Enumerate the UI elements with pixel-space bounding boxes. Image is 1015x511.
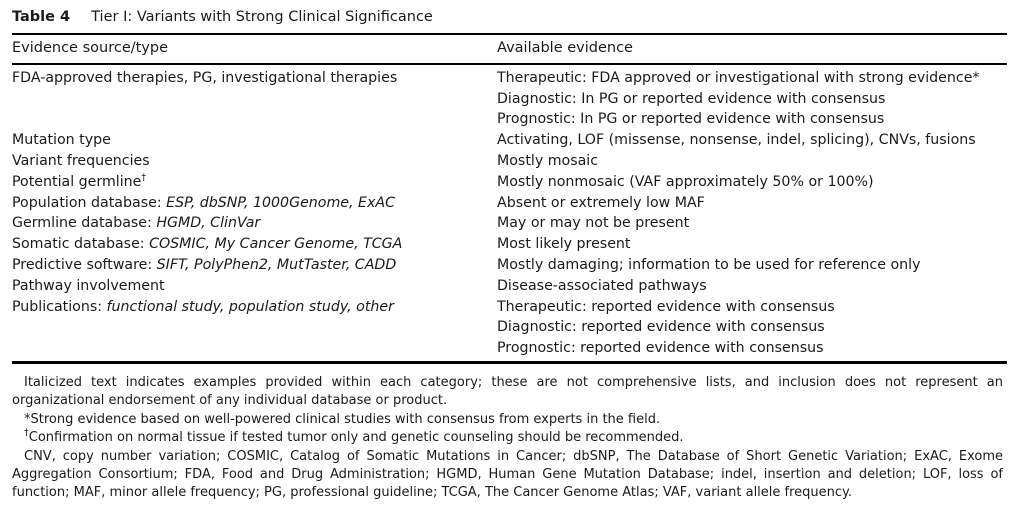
evidence-line: Prognostic: reported evidence with conse… bbox=[497, 340, 824, 357]
rule-under-header bbox=[12, 62, 1007, 65]
source-cell: Population database: ESP, dbSNP, 1000Gen… bbox=[12, 194, 396, 211]
evidence-line: May or may not be present bbox=[497, 215, 690, 232]
evidence-cell: Mostly damaging; information to be used … bbox=[497, 255, 1007, 276]
evidence-cell: Most likely present bbox=[497, 234, 1007, 255]
source-cell: Potential germline† bbox=[12, 172, 147, 190]
evidence-line: Disease-associated pathways bbox=[497, 277, 707, 294]
table-body: FDA-approved therapies, PG, investigatio… bbox=[12, 65, 1007, 361]
evidence-line: Prognostic: In PG or reported evidence w… bbox=[497, 111, 885, 128]
footnote: *Strong evidence based on well-powered c… bbox=[24, 411, 661, 427]
table-row: Predictive software: SIFT, PolyPhen2, Mu… bbox=[12, 255, 1007, 276]
table-row: Potential germline† Mostly nonmosaic (VAF… bbox=[12, 172, 1007, 193]
rule-bottom bbox=[12, 360, 1007, 364]
evidence-cell: Mostly nonmosaic (VAF approximately 50% … bbox=[497, 172, 1007, 193]
evidence-cell: Therapeutic: FDA approved or investigati… bbox=[497, 68, 1007, 130]
evidence-line: Activating, LOF (missense, nonsense, ind… bbox=[497, 132, 976, 149]
evidence-cell: Mostly mosaic bbox=[497, 151, 1007, 172]
rule-under-caption bbox=[12, 33, 1007, 35]
source-cell: Publications: functional study, populati… bbox=[12, 298, 394, 315]
column-header-evidence-source: Evidence source/type bbox=[12, 39, 169, 56]
source-cell: Germline database: HGMD, ClinVar bbox=[12, 215, 261, 232]
table-row: FDA-approved therapies, PG, investigatio… bbox=[12, 68, 1007, 130]
footnotes-block: Italicized text indicates examples provi… bbox=[12, 374, 1007, 503]
source-cell: Pathway involvement bbox=[12, 277, 165, 294]
table-row: Variant frequencies Mostly mosaic bbox=[12, 151, 1007, 172]
evidence-line: Mostly damaging; information to be used … bbox=[497, 256, 921, 273]
evidence-line: Mostly nonmosaic (VAF approximately 50% … bbox=[497, 173, 874, 190]
table-row: Mutation type Activating, LOF (missense, … bbox=[12, 130, 1007, 151]
source-cell: Mutation type bbox=[12, 132, 111, 149]
footnote: CNV, copy number variation; COSMIC, Cata… bbox=[12, 448, 1003, 501]
evidence-line: Therapeutic: FDA approved or investigati… bbox=[497, 69, 980, 86]
evidence-line: Diagnostic: In PG or reported evidence w… bbox=[497, 90, 886, 107]
footnote: Italicized text indicates examples provi… bbox=[12, 374, 1003, 409]
source-cell: Predictive software: SIFT, PolyPhen2, Mu… bbox=[12, 256, 397, 273]
table-row: Somatic database: COSMIC, My Cancer Geno… bbox=[12, 234, 1007, 255]
evidence-cell: Activating, LOF (missense, nonsense, ind… bbox=[497, 130, 1007, 151]
table-row: Pathway involvement Disease-associated pa… bbox=[12, 276, 1007, 297]
table-row: Germline database: HGMD, ClinVar May or m… bbox=[12, 213, 1007, 234]
evidence-line: Absent or extremely low MAF bbox=[497, 194, 705, 211]
evidence-line: Diagnostic: reported evidence with conse… bbox=[497, 319, 825, 336]
footnote: †Confirmation on normal tissue if tested… bbox=[24, 427, 684, 446]
table-row: Publications: functional study, populati… bbox=[12, 297, 1007, 359]
source-cell: FDA-approved therapies, PG, investigatio… bbox=[12, 69, 398, 86]
table-label: Table 4 bbox=[12, 9, 71, 25]
evidence-line: Therapeutic: reported evidence with cons… bbox=[497, 298, 835, 315]
table-row: Population database: ESP, dbSNP, 1000Gen… bbox=[12, 193, 1007, 214]
evidence-line: Most likely present bbox=[497, 236, 631, 253]
table-caption: Table 4 Tier I: Variants with Strong Clin… bbox=[12, 7, 1007, 33]
table-header-row: Evidence source/type Available evidence bbox=[12, 35, 1007, 63]
evidence-cell: Therapeutic: reported evidence with cons… bbox=[497, 297, 1007, 359]
evidence-line: Mostly mosaic bbox=[497, 152, 599, 169]
column-header-available-evidence: Available evidence bbox=[497, 39, 633, 56]
evidence-cell: May or may not be present bbox=[497, 213, 1007, 234]
source-cell: Somatic database: COSMIC, My Cancer Geno… bbox=[12, 236, 403, 253]
evidence-cell: Absent or extremely low MAF bbox=[497, 193, 1007, 214]
evidence-cell: Disease-associated pathways bbox=[497, 276, 1007, 297]
source-cell: Variant frequencies bbox=[12, 152, 150, 169]
table-title: Tier I: Variants with Strong Clinical Si… bbox=[91, 9, 433, 25]
